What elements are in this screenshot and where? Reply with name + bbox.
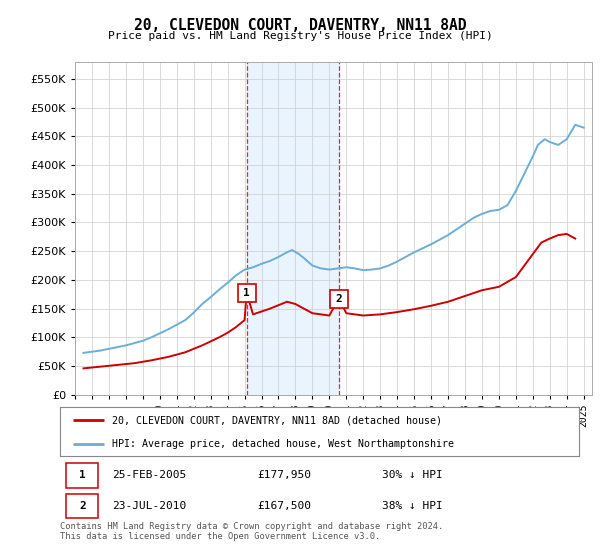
Text: 20, CLEVEDON COURT, DAVENTRY, NN11 8AD (detached house): 20, CLEVEDON COURT, DAVENTRY, NN11 8AD (… xyxy=(112,416,442,426)
Text: 20, CLEVEDON COURT, DAVENTRY, NN11 8AD: 20, CLEVEDON COURT, DAVENTRY, NN11 8AD xyxy=(134,18,466,33)
Text: 2: 2 xyxy=(79,501,86,511)
Text: £177,950: £177,950 xyxy=(257,470,311,480)
Text: 2: 2 xyxy=(335,293,342,304)
Text: 1: 1 xyxy=(243,288,250,297)
Text: 23-JUL-2010: 23-JUL-2010 xyxy=(112,501,186,511)
FancyBboxPatch shape xyxy=(66,463,98,488)
Text: Price paid vs. HM Land Registry's House Price Index (HPI): Price paid vs. HM Land Registry's House … xyxy=(107,31,493,41)
Text: £167,500: £167,500 xyxy=(257,501,311,511)
Text: 1: 1 xyxy=(79,470,86,480)
Text: 25-FEB-2005: 25-FEB-2005 xyxy=(112,470,186,480)
Text: Contains HM Land Registry data © Crown copyright and database right 2024.
This d: Contains HM Land Registry data © Crown c… xyxy=(60,522,443,542)
Bar xyxy=(247,62,338,395)
Text: 38% ↓ HPI: 38% ↓ HPI xyxy=(382,501,443,511)
Text: 30% ↓ HPI: 30% ↓ HPI xyxy=(382,470,443,480)
Text: HPI: Average price, detached house, West Northamptonshire: HPI: Average price, detached house, West… xyxy=(112,439,454,449)
FancyBboxPatch shape xyxy=(66,494,98,519)
